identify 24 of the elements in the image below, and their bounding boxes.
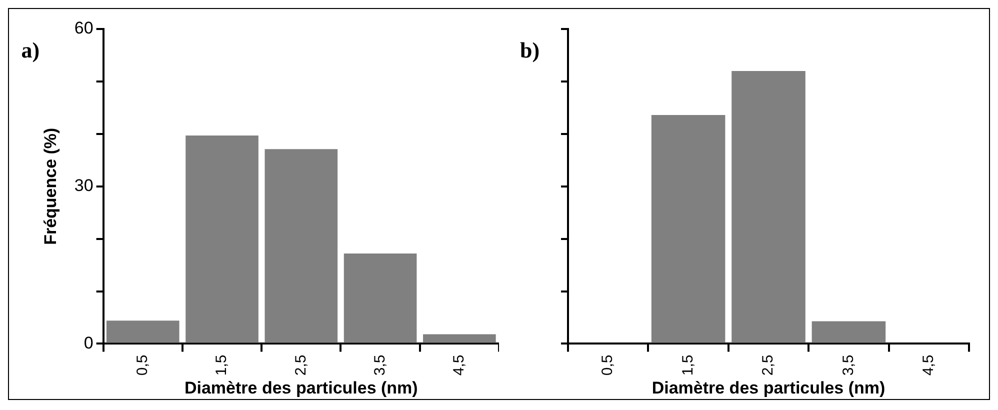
x-tick-label: 1,5 xyxy=(679,354,696,376)
bar xyxy=(344,254,417,343)
x-axis-title: Diamètre des particules (nm) xyxy=(184,378,418,398)
x-tick-label: 4,5 xyxy=(450,354,468,376)
bar xyxy=(186,135,258,343)
bar xyxy=(106,320,180,343)
bar xyxy=(423,334,496,343)
y-tick-label: 60 xyxy=(74,18,94,38)
text: b) xyxy=(520,38,540,63)
x-tick-label: 3,5 xyxy=(371,354,388,376)
x-tick-label: 4,5 xyxy=(920,354,938,376)
x-tick-label: 0,5 xyxy=(134,354,152,376)
x-axis-title: Diamètre des particules (nm) xyxy=(652,378,886,398)
x-tick-label: 3,5 xyxy=(840,354,857,376)
bar xyxy=(264,149,338,343)
y-axis-title: Fréquence (%) xyxy=(40,128,60,245)
x-tick-label: 0,5 xyxy=(599,354,616,376)
y-tick-label: 30 xyxy=(74,176,94,196)
x-tick-label: 1,5 xyxy=(213,354,230,376)
frame-border: Diamètre des particules (nm) Fréquence (%) 0,5 1,5 2,5 3,5 4,5 0 30 60 a) Diamètre des particules (nm) 0,5 1,5 2,5 3,5 4,5 b) xyxy=(8,8,990,400)
x-tick-label: 2,5 xyxy=(292,354,310,376)
y-tick-label: 0 xyxy=(84,333,94,352)
text: a) xyxy=(21,38,40,63)
x-tick-label: 2,5 xyxy=(760,354,777,376)
